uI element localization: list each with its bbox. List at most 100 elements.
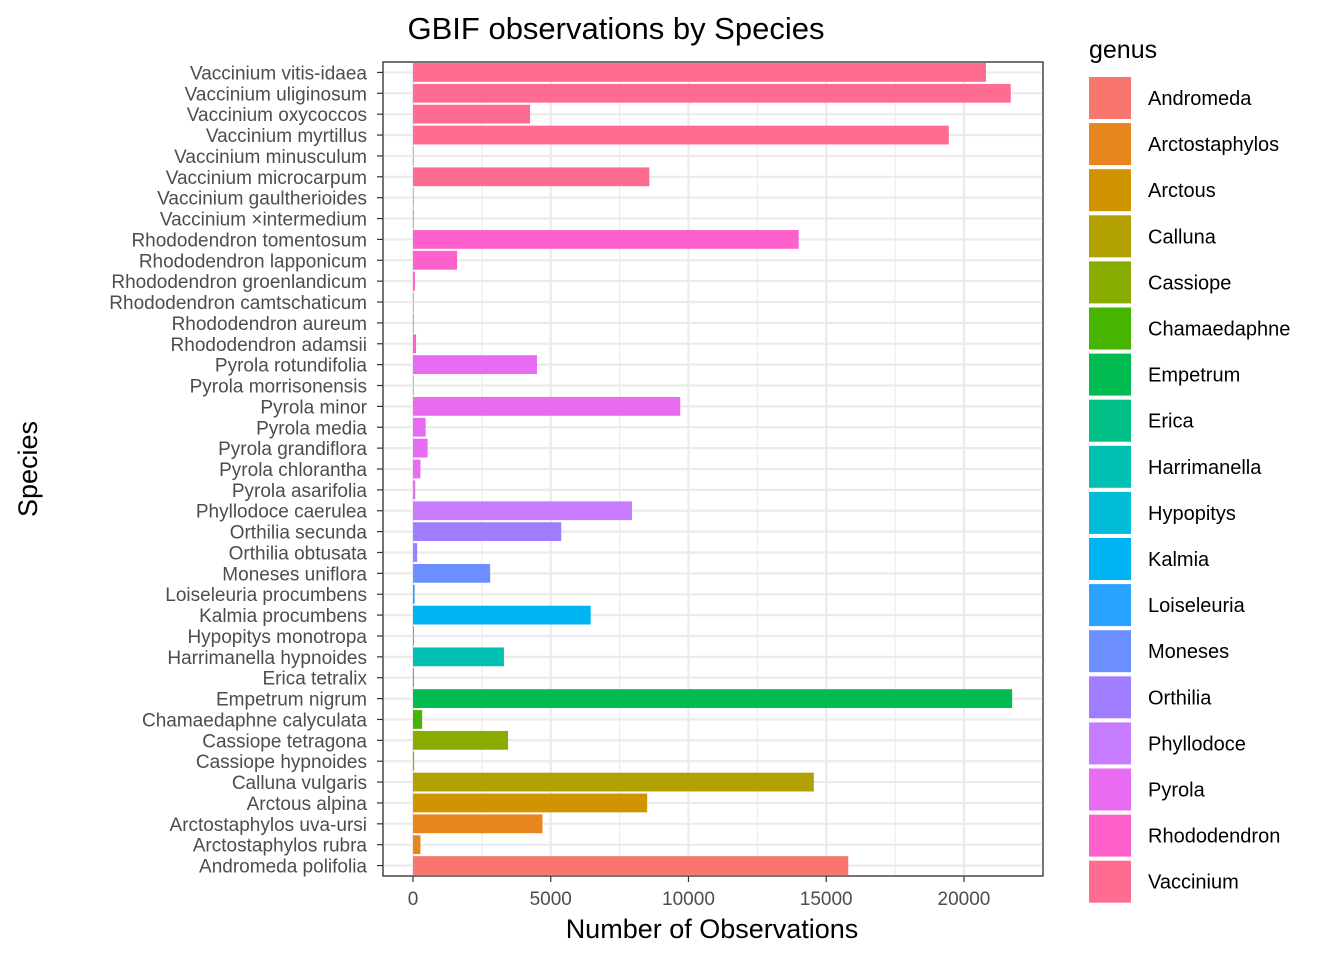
legend-label: Loiseleuria [1148,595,1246,617]
y-tick-label: Pyrola media [256,418,367,439]
legend-key [1089,77,1131,119]
y-tick-label: Vaccinium minusculum [174,147,367,168]
x-tick-label: 0 [408,889,419,910]
y-tick-label: Rhododendron aureum [172,314,367,335]
legend-key [1089,676,1131,719]
y-tick-label: Rhododendron camtschaticum [109,293,367,314]
bar [413,167,650,187]
y-tick-label: Cassiope tetragona [202,731,367,752]
y-tick-label: Vaccinium oxycoccos [187,105,367,126]
y-tick-label: Pyrola asarifolia [232,481,368,502]
bar [413,83,1011,103]
y-tick-label: Empetrum nigrum [216,690,367,711]
legend-key [1089,630,1131,673]
bar [413,63,986,82]
x-axis: 0 5000 10000 15000 20000 [408,876,991,910]
legend-key [1089,768,1131,811]
bar [413,772,814,792]
y-tick-label: Moneses uniflora [222,564,367,585]
bar [413,730,509,750]
legend-key [1089,445,1131,488]
bar [413,438,428,458]
legend-label: Cassiope [1148,272,1231,294]
y-tick-label: Rhododendron groenlandicum [111,272,367,293]
legend-label: Harrimanella [1148,457,1262,479]
legend-key [1089,860,1131,903]
bar [413,501,633,521]
legend-label: Orthilia [1148,687,1212,709]
legend-label: Phyllodoce [1148,733,1246,755]
y-tick-label: Arctostaphylos uva-ursi [170,815,367,836]
legend-label: Arctous [1148,180,1216,202]
bar [413,355,537,375]
y-tick-label: Vaccinium ×intermedium [160,210,367,231]
bar [413,563,491,583]
bar [413,647,504,667]
legend-label: Arctostaphylos [1148,134,1279,156]
legend: genus Andromeda Arctostaphylos Arctous Call… [1089,36,1290,903]
y-tick-label: Chamaedaphne calyculata [142,710,367,731]
bar [413,292,414,312]
x-axis-title: Number of Observations [566,914,859,944]
bar [413,396,681,416]
legend-key [1089,538,1131,580]
legend-key [1089,261,1131,304]
y-tick-label: Cassiope hypnoides [196,752,367,773]
legend-label: Pyrola [1148,780,1206,802]
bar [413,689,1013,708]
bar [413,793,648,813]
y-tick-label: Arctous alpina [247,794,368,815]
y-tick-label: Vaccinium gaultherioides [157,189,367,210]
legend-label: Empetrum [1148,365,1240,387]
y-tick-label: Pyrola morrisonensis [190,377,367,398]
bar [413,710,423,729]
bar [413,605,591,625]
legend-label: Hypopitys [1148,503,1236,525]
legend-label: Vaccinium [1148,872,1239,894]
bar [413,584,415,604]
y-tick-label: Orthilia secunda [230,523,368,544]
legend-key [1089,353,1131,396]
bar [413,459,421,479]
y-tick-label: Vaccinium myrtillus [206,126,367,147]
y-tick-label: Rhododendron tomentosum [131,230,367,251]
bar [413,230,799,249]
bar [413,626,414,646]
legend-key [1089,399,1131,442]
legend-label: Andromeda [1148,88,1252,110]
y-tick-label: Pyrola grandiflora [218,439,367,460]
bar [413,313,414,333]
bar [413,209,414,228]
legend-key [1089,123,1131,166]
bar [413,814,543,834]
bar [413,125,949,145]
legend-key [1089,169,1131,212]
x-tick-label: 20000 [938,889,991,910]
bar [413,668,414,688]
bar [413,271,415,291]
y-tick-label: Vaccinium microcarpum [166,168,367,189]
x-tick-label: 15000 [800,889,853,910]
legend-label: Kalmia [1148,549,1210,571]
y-tick-label: Loiseleuria procumbens [165,585,367,606]
y-tick-label: Pyrola chlorantha [219,460,367,481]
y-tick-label: Pyrola rotundifolia [215,356,368,377]
y-tick-label: Pyrola minor [260,397,367,418]
y-tick-label: Vaccinium uliginosum [185,84,367,105]
legend-label: Moneses [1148,641,1229,663]
bar [413,250,458,270]
y-tick-label: Rhododendron adamsii [171,335,367,356]
bar [413,522,562,542]
bar [413,188,414,208]
y-tick-label: Orthilia obtusata [229,543,368,564]
bar [413,376,414,395]
y-axis-title: Species [13,421,43,517]
y-tick-label: Vaccinium vitis-idaea [190,63,367,84]
y-tick-label: Rhododendron lapponicum [139,251,367,272]
legend-key [1089,722,1131,765]
legend-label: Chamaedaphne [1148,319,1290,341]
chart-title: GBIF observations by Species [408,11,825,46]
y-tick-label: Calluna vulgaris [232,773,367,794]
